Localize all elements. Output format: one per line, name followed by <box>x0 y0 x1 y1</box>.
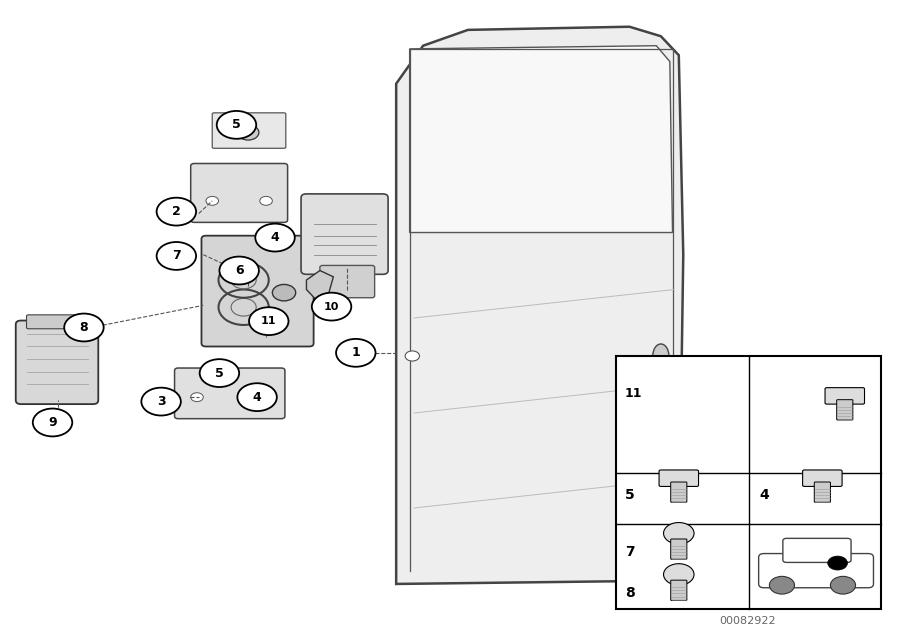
Polygon shape <box>396 27 683 584</box>
Circle shape <box>206 197 219 205</box>
Circle shape <box>141 388 181 415</box>
Circle shape <box>663 523 694 544</box>
Text: 2: 2 <box>172 205 181 218</box>
FancyBboxPatch shape <box>814 482 831 502</box>
FancyBboxPatch shape <box>212 113 286 148</box>
Circle shape <box>217 111 256 139</box>
Circle shape <box>64 314 104 342</box>
Circle shape <box>336 339 375 367</box>
Text: 11: 11 <box>625 387 643 401</box>
FancyBboxPatch shape <box>670 482 687 502</box>
FancyBboxPatch shape <box>202 236 313 347</box>
Text: 11: 11 <box>261 316 276 326</box>
FancyBboxPatch shape <box>26 315 87 329</box>
FancyBboxPatch shape <box>759 553 874 588</box>
Circle shape <box>200 359 239 387</box>
Circle shape <box>405 351 419 361</box>
FancyBboxPatch shape <box>175 368 285 418</box>
Text: 7: 7 <box>625 545 634 559</box>
FancyBboxPatch shape <box>320 265 374 298</box>
Text: 5: 5 <box>625 488 634 502</box>
Text: 10: 10 <box>324 301 339 312</box>
Text: 00082922: 00082922 <box>720 616 776 626</box>
Text: 8: 8 <box>79 321 88 334</box>
FancyBboxPatch shape <box>616 356 881 609</box>
Circle shape <box>256 392 268 401</box>
Text: 3: 3 <box>157 395 166 408</box>
Circle shape <box>220 256 259 284</box>
Circle shape <box>249 307 289 335</box>
FancyBboxPatch shape <box>659 470 698 487</box>
Circle shape <box>273 284 296 301</box>
Circle shape <box>157 198 196 226</box>
Circle shape <box>663 563 694 585</box>
Text: 6: 6 <box>235 264 244 277</box>
FancyBboxPatch shape <box>15 321 98 404</box>
Circle shape <box>32 408 72 436</box>
Text: 4: 4 <box>760 488 770 502</box>
Text: 4: 4 <box>253 391 262 404</box>
Circle shape <box>311 293 351 321</box>
FancyBboxPatch shape <box>191 163 288 223</box>
FancyBboxPatch shape <box>670 539 687 559</box>
Polygon shape <box>306 270 333 299</box>
Text: 9: 9 <box>49 416 57 429</box>
Circle shape <box>191 392 203 401</box>
Circle shape <box>213 371 235 386</box>
Text: 7: 7 <box>172 249 181 263</box>
Circle shape <box>260 197 273 205</box>
Circle shape <box>828 556 848 570</box>
Text: 4: 4 <box>271 231 279 244</box>
Circle shape <box>831 576 856 594</box>
Polygon shape <box>410 46 672 233</box>
FancyBboxPatch shape <box>302 194 388 274</box>
Text: 1: 1 <box>351 347 360 359</box>
Text: 5: 5 <box>215 366 224 380</box>
FancyBboxPatch shape <box>837 399 853 420</box>
FancyBboxPatch shape <box>783 538 851 562</box>
Text: 8: 8 <box>625 586 634 600</box>
Circle shape <box>256 224 295 251</box>
Circle shape <box>157 242 196 270</box>
Circle shape <box>238 125 259 140</box>
Ellipse shape <box>652 344 669 368</box>
Circle shape <box>238 384 277 411</box>
Circle shape <box>770 576 795 594</box>
FancyBboxPatch shape <box>670 580 687 600</box>
FancyBboxPatch shape <box>825 388 865 404</box>
FancyBboxPatch shape <box>803 470 842 487</box>
Text: 5: 5 <box>232 118 241 132</box>
